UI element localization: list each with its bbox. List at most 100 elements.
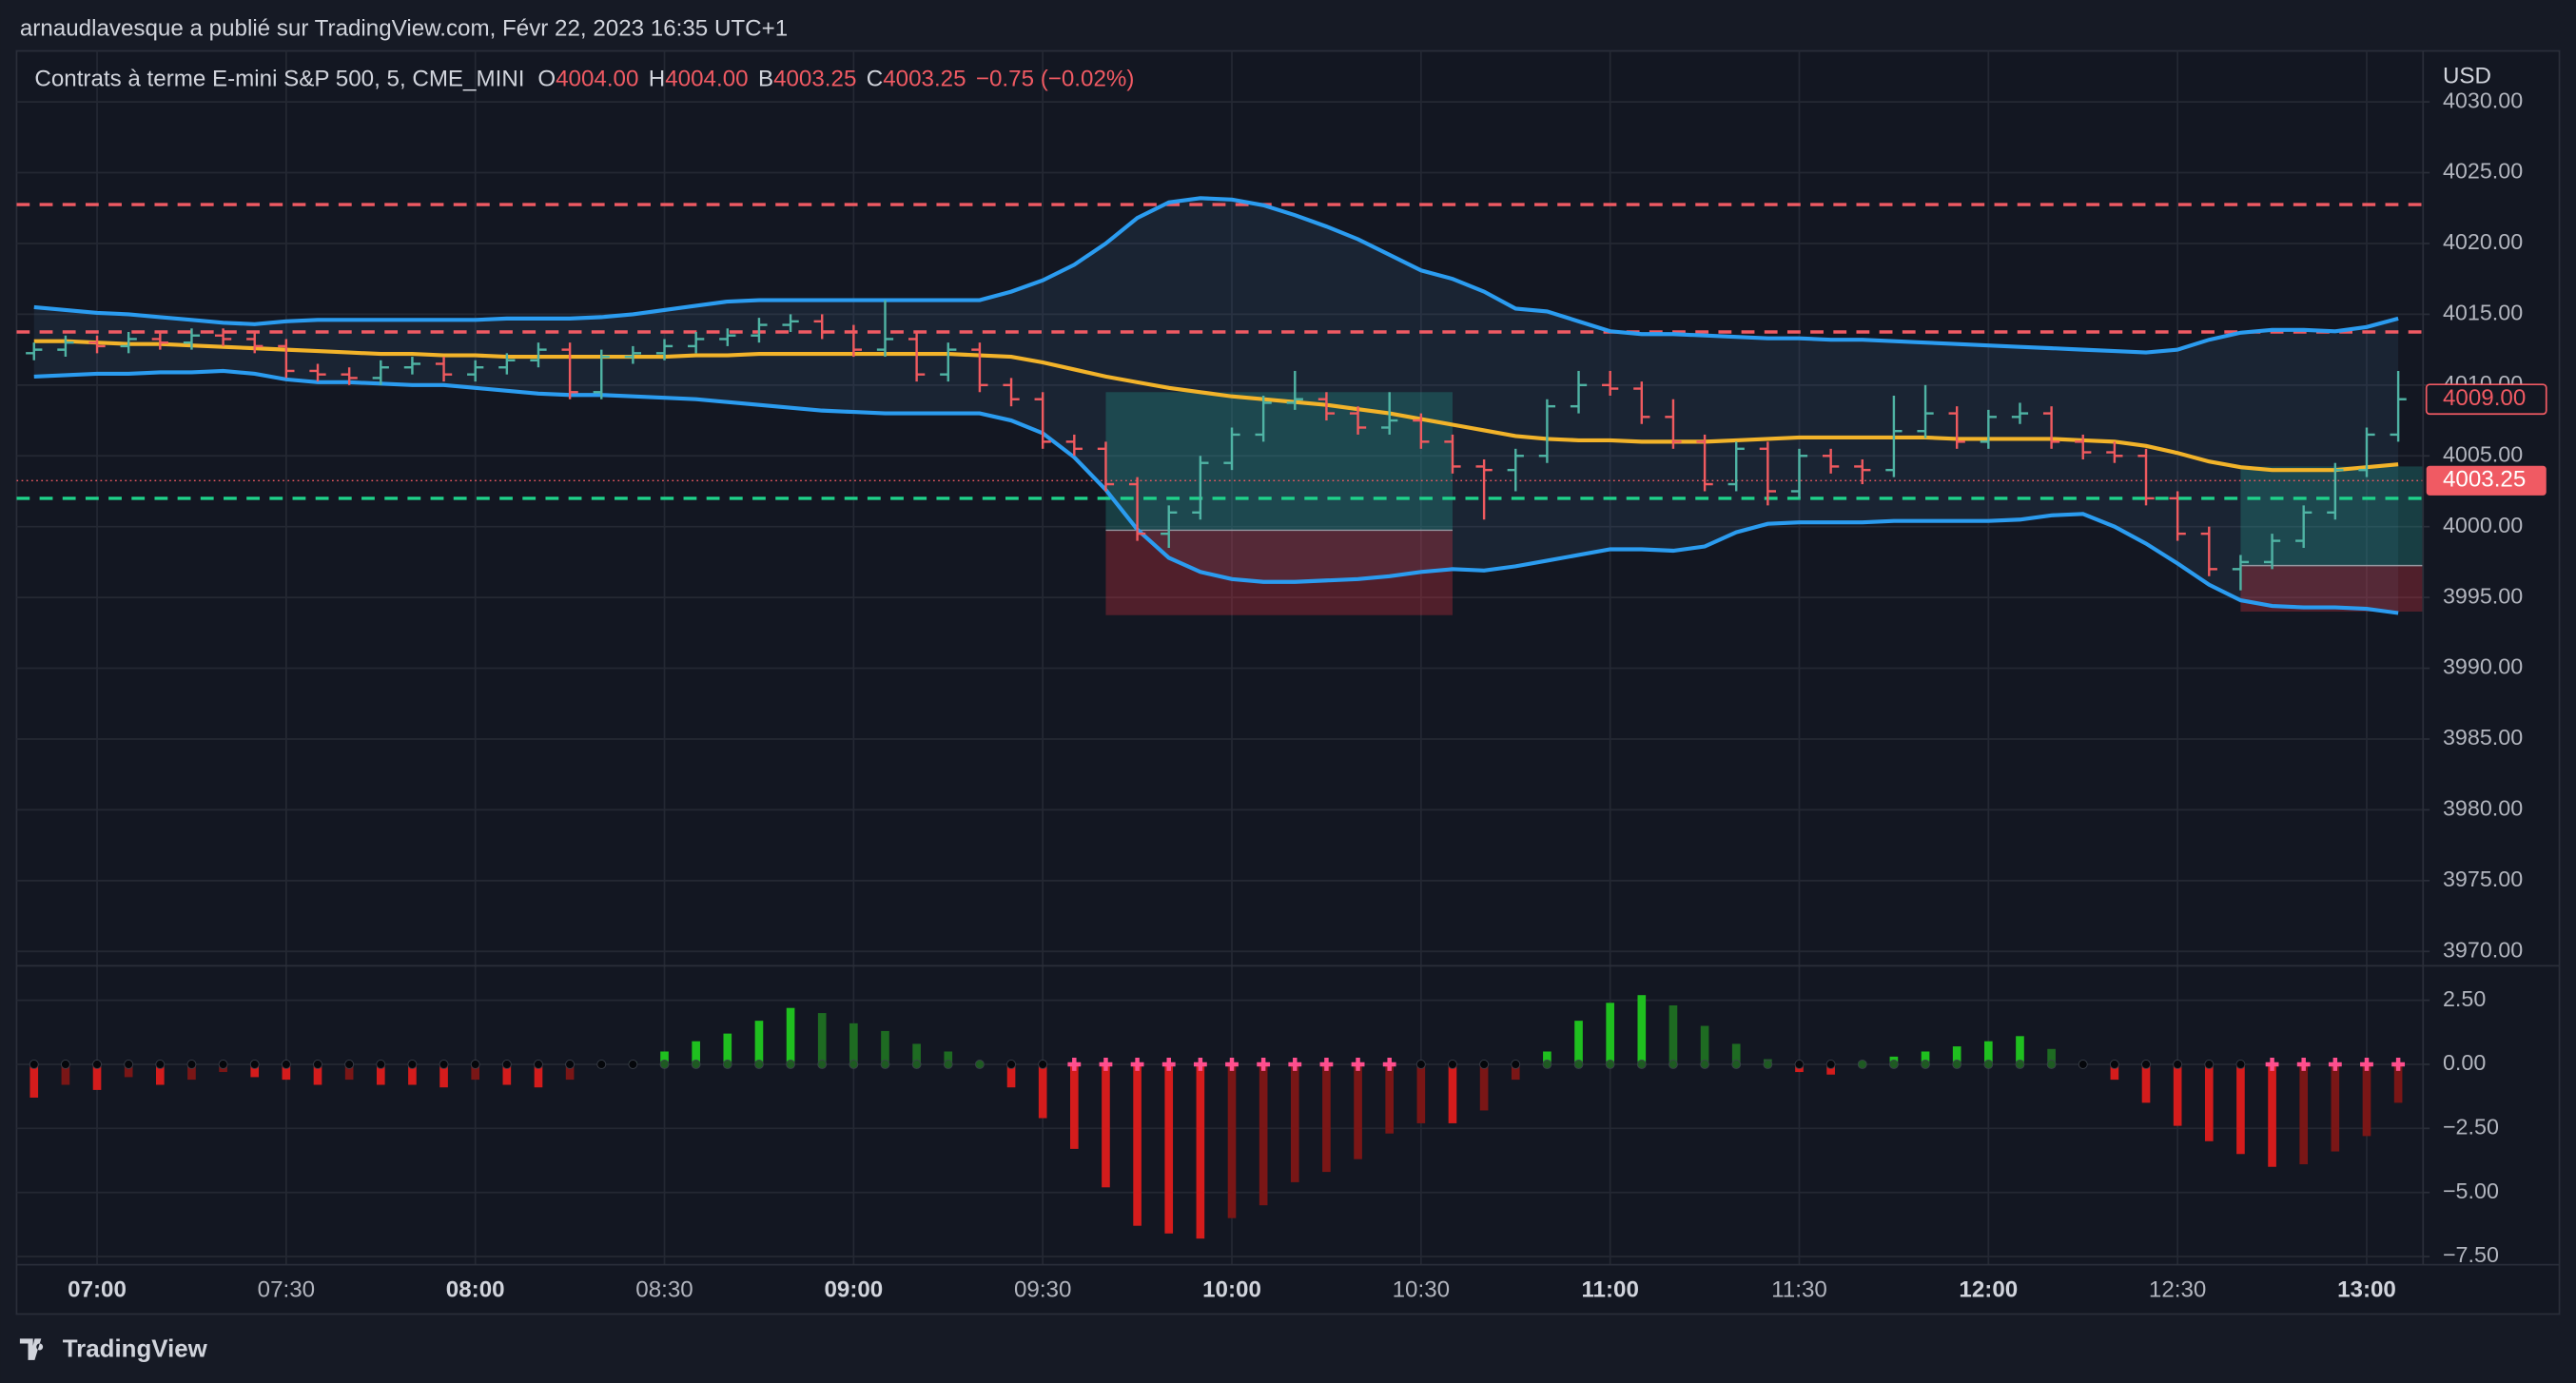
price-pane [16,196,2424,615]
indicator-line [33,196,2399,355]
histogram-bar [1479,1063,1489,1111]
y-tick-label: 4025.00 [2443,159,2523,184]
histogram-bar [1038,1063,1047,1119]
histogram-bar [2110,1063,2119,1081]
squeeze-dot [1888,1060,1899,1069]
squeeze-dot [1542,1060,1552,1069]
squeeze-dot [1605,1060,1615,1069]
grid [16,50,2424,1265]
squeeze-dot [659,1060,670,1069]
histogram-bar [250,1063,260,1078]
histogram-bar [282,1063,291,1081]
histogram-bar [1574,1021,1583,1064]
squeeze-dot [60,1060,70,1069]
squeeze-dot [1983,1060,1994,1069]
histogram-bar [723,1033,732,1064]
squeeze-cross [2265,1058,2279,1071]
histogram-bar [2331,1063,2340,1152]
plot [16,196,2424,1239]
histogram-bar [849,1023,858,1064]
squeeze-dot [691,1060,701,1069]
squeeze-dot [849,1060,859,1069]
y-tick-label: 4005.00 [2443,441,2523,466]
histogram-bar [2016,1036,2024,1064]
histogram-bar [1606,1003,1614,1064]
y-tick-label: 3980.00 [2443,796,2523,821]
squeeze-dot [1700,1060,1710,1069]
histogram-bar [1511,1063,1520,1081]
histogram-bar [1416,1063,1426,1123]
histogram-bar [1543,1051,1551,1064]
y-tick-label: −5.00 [2443,1178,2499,1203]
histogram-bar [2268,1063,2276,1167]
y-tick-label: 4015.00 [2443,301,2523,325]
y-tick-label: 3990.00 [2443,654,2523,679]
squeeze-dot [2046,1060,2057,1069]
squeeze-dot [2141,1060,2151,1069]
y-tick-label: −2.50 [2443,1114,2499,1139]
squeeze-dot [1038,1060,1048,1069]
squeeze-dot [1573,1060,1584,1069]
y-tick-label: −7.50 [2443,1242,2499,1267]
histogram-bar [1070,1063,1079,1149]
squeeze-cross [2391,1058,2406,1071]
squeeze-dot [1921,1060,1930,1069]
histogram-bar [313,1063,322,1085]
histogram-bar [124,1063,133,1078]
squeeze-cross [1067,1058,1082,1071]
squeeze-dot [439,1060,449,1069]
y-tick-label: 3995.00 [2443,583,2523,608]
x-tick-label: 09:30 [1014,1277,1071,1303]
y-tick-label: 3970.00 [2443,937,2523,962]
squeeze-cross [2360,1058,2373,1071]
histogram-bar [1133,1063,1142,1226]
legend-key: H [649,67,665,92]
squeeze-dot [722,1060,732,1069]
squeeze-dot [754,1060,764,1069]
squeeze-cross [1319,1058,1334,1071]
histogram-bar [2299,1063,2309,1165]
squeeze-dot [281,1060,291,1069]
squeeze-cross [1288,1058,1302,1071]
currency: USD [2443,64,2491,89]
histogram-bar [1984,1041,1993,1064]
histogram-bar [1700,1025,1709,1064]
squeeze-cross [1257,1058,1271,1071]
indicator-line [33,339,2399,473]
squeeze-dot [92,1060,102,1069]
x-tick-label: 10:30 [1393,1277,1450,1303]
histogram-bar [534,1063,543,1088]
y-tick-label: 4000.00 [2443,513,2523,537]
histogram-bar [1826,1063,1835,1075]
squeeze-dot [29,1060,39,1069]
histogram-bar [2393,1063,2403,1103]
histogram-bar [187,1063,196,1081]
last-price-label: 4003.25 [2443,467,2526,493]
y-tick-label: 4020.00 [2443,229,2523,254]
histogram-bar [2204,1063,2214,1141]
histogram-bar [471,1063,480,1081]
last-price-box [2426,465,2547,496]
squeeze-dot [124,1060,134,1069]
squeeze-dot [186,1060,197,1069]
histogram-bar [817,1013,827,1064]
squeeze-dot [880,1060,890,1069]
histogram-bar [502,1063,512,1085]
histogram-bar [2236,1063,2245,1155]
histogram-bar [2173,1063,2182,1126]
squeeze-dot [1731,1060,1742,1069]
x-tick-label: 08:00 [446,1277,505,1303]
histogram-bar [1102,1063,1110,1188]
squeeze-dot [155,1060,166,1069]
band-fill [33,198,2399,614]
squeeze-dot [2204,1060,2215,1069]
squeeze-dot [1448,1060,1457,1069]
histogram-bar [344,1063,354,1081]
squeeze-cross [1351,1058,1365,1071]
histogram-bar [1448,1063,1457,1123]
symbol-title: Contrats à terme E-mini S&P 500, 5, CME_… [34,67,524,92]
legend-change: −0.75 (−0.02%) [976,67,1135,92]
histogram-bar [439,1063,448,1088]
squeeze-cross [1130,1058,1144,1071]
